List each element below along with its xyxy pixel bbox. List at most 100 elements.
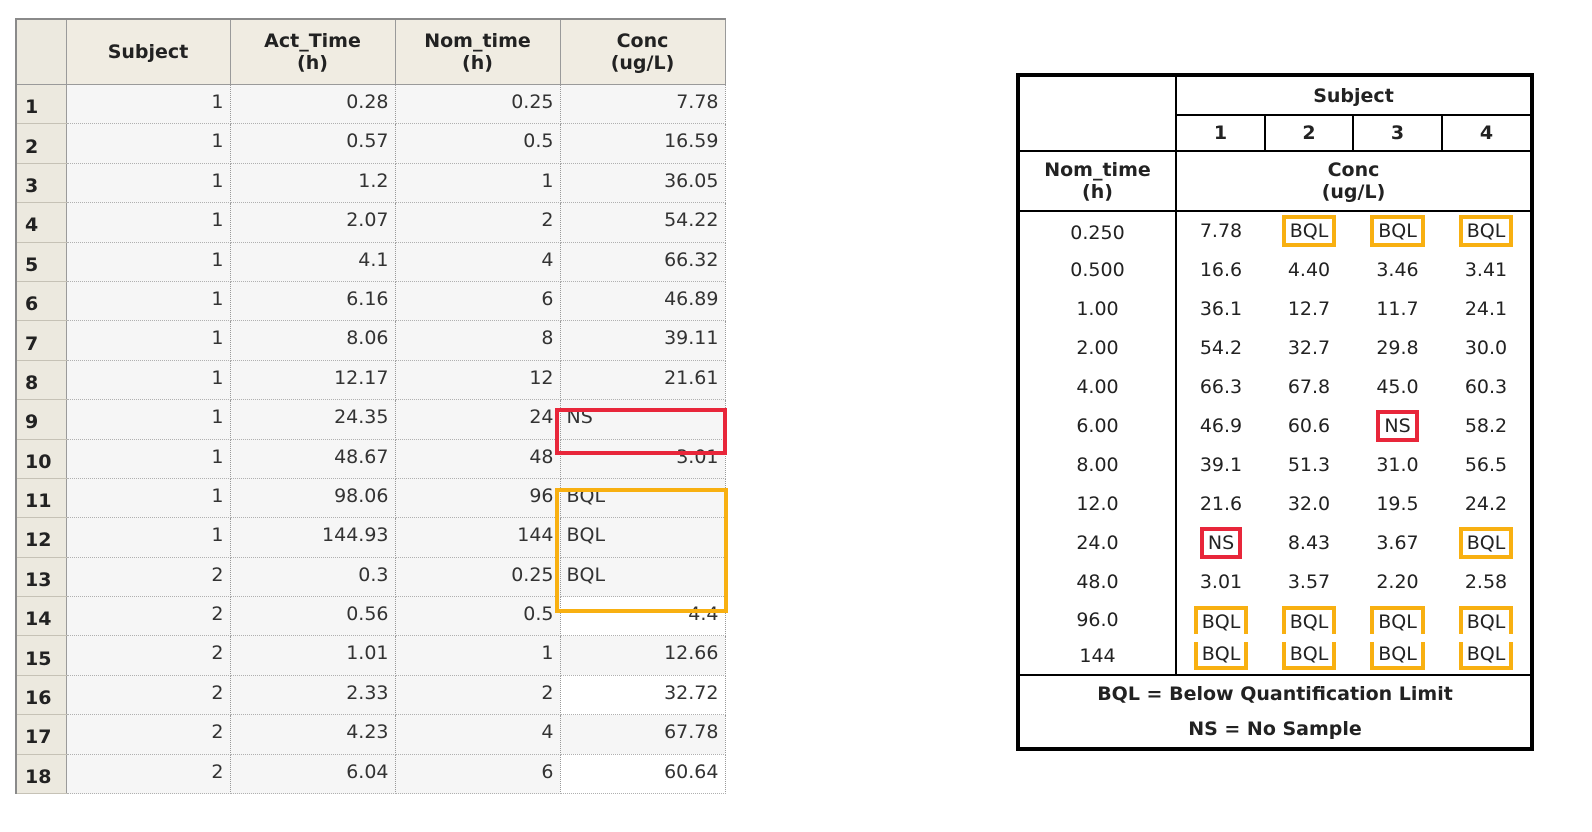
cell-nom-time[interactable]: 1: [395, 163, 561, 204]
grid-row[interactable]: 14 2 0.56 0.5 4.4: [16, 596, 726, 637]
row-number[interactable]: 15: [16, 635, 67, 676]
cell-nom-time[interactable]: 0.5: [395, 123, 561, 164]
grid-row[interactable]: 18 2 6.04 6 60.64: [16, 754, 726, 795]
cell-conc[interactable]: 32.72: [560, 675, 726, 716]
cell-subject[interactable]: 1: [66, 163, 231, 204]
row-number[interactable]: 5: [16, 242, 67, 282]
cell-nom-time[interactable]: 2: [395, 202, 561, 243]
cell-conc[interactable]: 54.22: [560, 202, 726, 243]
cell-conc[interactable]: 60.64: [560, 754, 726, 795]
cell-act-time[interactable]: 0.56: [230, 596, 396, 637]
grid-row[interactable]: 6 1 6.16 6 46.89: [16, 281, 726, 322]
cell-conc[interactable]: BQL: [560, 557, 726, 598]
row-number[interactable]: 11: [16, 478, 67, 519]
cell-nom-time[interactable]: 48: [395, 439, 561, 479]
cell-nom-time[interactable]: 6: [395, 281, 561, 322]
cell-conc[interactable]: NS: [560, 399, 726, 440]
column-header-nom-time[interactable]: Nom_time (h): [395, 19, 561, 85]
cell-subject[interactable]: 2: [66, 754, 231, 795]
cell-nom-time[interactable]: 0.5: [395, 596, 561, 637]
cell-nom-time[interactable]: 6: [395, 754, 561, 795]
cell-nom-time[interactable]: 2: [395, 675, 561, 716]
cell-act-time[interactable]: 4.23: [230, 714, 396, 755]
cell-act-time[interactable]: 144.93: [230, 517, 396, 558]
row-number[interactable]: 2: [16, 123, 67, 164]
row-number[interactable]: 3: [16, 163, 67, 204]
cell-act-time[interactable]: 0.28: [230, 84, 396, 125]
cell-conc[interactable]: 7.78: [560, 84, 726, 125]
grid-row[interactable]: 2 1 0.57 0.5 16.59: [16, 123, 726, 164]
cell-nom-time[interactable]: 1: [395, 635, 561, 676]
cell-nom-time[interactable]: 8: [395, 320, 561, 361]
cell-nom-time[interactable]: 96: [395, 478, 561, 519]
cell-conc[interactable]: 36.05: [560, 163, 726, 204]
cell-conc[interactable]: 67.78: [560, 714, 726, 755]
cell-subject[interactable]: 1: [66, 517, 231, 558]
cell-conc[interactable]: BQL: [560, 517, 726, 558]
cell-subject[interactable]: 1: [66, 202, 231, 243]
row-number[interactable]: 10: [16, 439, 67, 479]
cell-subject[interactable]: 2: [66, 675, 231, 716]
grid-row[interactable]: 9 1 24.35 24 NS: [16, 399, 726, 440]
cell-subject[interactable]: 1: [66, 84, 231, 125]
column-header-conc[interactable]: Conc (ug/L): [560, 19, 726, 85]
cell-conc[interactable]: 66.32: [560, 242, 726, 282]
cell-subject[interactable]: 1: [66, 123, 231, 164]
cell-conc[interactable]: 3.01: [560, 439, 726, 479]
cell-act-time[interactable]: 98.06: [230, 478, 396, 519]
grid-row[interactable]: 10 1 48.67 48 3.01: [16, 439, 726, 479]
cell-act-time[interactable]: 24.35: [230, 399, 396, 440]
cell-subject[interactable]: 2: [66, 635, 231, 676]
cell-subject[interactable]: 1: [66, 320, 231, 361]
cell-conc[interactable]: 46.89: [560, 281, 726, 322]
cell-nom-time[interactable]: 144: [395, 517, 561, 558]
row-number[interactable]: 4: [16, 202, 67, 243]
grid-row[interactable]: 15 2 1.01 1 12.66: [16, 635, 726, 676]
cell-act-time[interactable]: 1.2: [230, 163, 396, 204]
grid-row[interactable]: 1 1 0.28 0.25 7.78: [16, 84, 726, 125]
grid-row[interactable]: 11 1 98.06 96 BQL: [16, 478, 726, 519]
cell-conc[interactable]: 21.61: [560, 360, 726, 401]
cell-nom-time[interactable]: 24: [395, 399, 561, 440]
cell-subject[interactable]: 1: [66, 439, 231, 479]
cell-act-time[interactable]: 4.1: [230, 242, 396, 282]
cell-conc[interactable]: 16.59: [560, 123, 726, 164]
row-number[interactable]: 16: [16, 675, 67, 716]
cell-nom-time[interactable]: 12: [395, 360, 561, 401]
cell-act-time[interactable]: 1.01: [230, 635, 396, 676]
cell-nom-time[interactable]: 4: [395, 714, 561, 755]
grid-row[interactable]: 13 2 0.3 0.25 BQL: [16, 557, 726, 598]
cell-conc[interactable]: 39.11: [560, 320, 726, 361]
cell-act-time[interactable]: 2.07: [230, 202, 396, 243]
grid-row[interactable]: 4 1 2.07 2 54.22: [16, 202, 726, 243]
grid-row[interactable]: 7 1 8.06 8 39.11: [16, 320, 726, 361]
row-number[interactable]: 14: [16, 596, 67, 637]
cell-subject[interactable]: 2: [66, 557, 231, 598]
row-number[interactable]: 13: [16, 557, 67, 598]
grid-row[interactable]: 16 2 2.33 2 32.72: [16, 675, 726, 716]
grid-row[interactable]: 5 1 4.1 4 66.32: [16, 242, 726, 282]
cell-nom-time[interactable]: 0.25: [395, 84, 561, 125]
row-number[interactable]: 1: [16, 84, 67, 125]
column-header-act-time[interactable]: Act_Time (h): [230, 19, 396, 85]
cell-nom-time[interactable]: 0.25: [395, 557, 561, 598]
column-header-subject[interactable]: Subject: [66, 19, 231, 85]
cell-subject[interactable]: 1: [66, 399, 231, 440]
cell-subject[interactable]: 1: [66, 478, 231, 519]
cell-conc[interactable]: 12.66: [560, 635, 726, 676]
cell-conc[interactable]: 4.4: [560, 596, 726, 637]
cell-act-time[interactable]: 12.17: [230, 360, 396, 401]
row-number[interactable]: 6: [16, 281, 67, 322]
cell-conc[interactable]: BQL: [560, 478, 726, 519]
grid-row[interactable]: 3 1 1.2 1 36.05: [16, 163, 726, 204]
cell-act-time[interactable]: 8.06: [230, 320, 396, 361]
cell-subject[interactable]: 2: [66, 596, 231, 637]
cell-act-time[interactable]: 6.16: [230, 281, 396, 322]
cell-act-time[interactable]: 48.67: [230, 439, 396, 479]
cell-subject[interactable]: 2: [66, 714, 231, 755]
cell-act-time[interactable]: 2.33: [230, 675, 396, 716]
grid-corner-cell[interactable]: [16, 19, 67, 85]
row-number[interactable]: 12: [16, 517, 67, 558]
cell-act-time[interactable]: 0.57: [230, 123, 396, 164]
cell-subject[interactable]: 1: [66, 360, 231, 401]
